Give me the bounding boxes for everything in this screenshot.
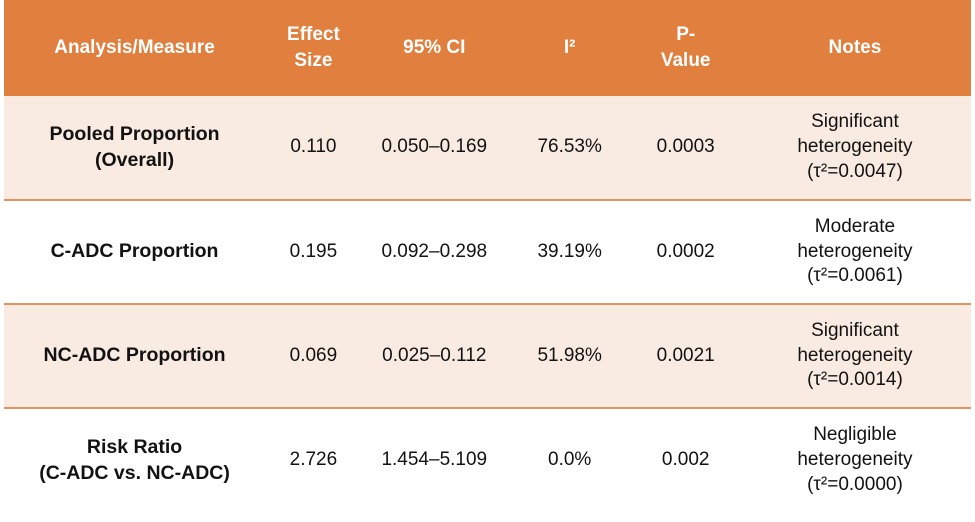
measure-cell: NC-ADC Proportion [4,303,266,408]
table-row-nc-adc-proportion: NC-ADC Proportion 0.069 0.025–0.112 51.9… [4,303,971,408]
i-squared-cell: 76.53% [537,136,602,158]
p-value-cell: 0.0002 [632,199,739,304]
ci-cell: 0.092–0.298 [361,199,507,304]
effect-size-cell: 2.726 [265,407,362,512]
ci-cell: 0.025–0.112 [361,303,507,408]
effect-size-cell: 0.110 [290,136,337,158]
notes-cell: Significant heterogeneity (τ²=0.0014) [738,303,971,408]
i-squared-cell: 39.19% [506,199,633,304]
effect-size-cell: 0.069 [265,303,362,408]
measure-cell: Pooled Proportion (Overall) [49,123,220,171]
column-header-i-squared: I² [506,0,633,96]
meta-analysis-results-table: Analysis/Measure Effect Size 95% CI I² P… [4,0,971,512]
p-value-cell: 0.002 [632,407,739,512]
table-body: Pooled Proportion (Overall) 0.110 0.050–… [4,96,971,512]
notes-cell: Negligible heterogeneity (τ²=0.0000) [738,407,971,512]
measure-cell: Risk Ratio (C-ADC vs. NC-ADC) [4,407,266,512]
ci-cell: 0.050–0.169 [381,136,488,158]
notes-cell: Moderate heterogeneity (τ²=0.0061) [738,199,971,304]
table-row-c-adc-proportion: C-ADC Proportion 0.195 0.092–0.298 39.19… [4,199,971,304]
ci-cell: 1.454–5.109 [361,407,507,512]
column-header-effect-size: Effect Size [265,0,362,96]
i-squared-cell: 51.98% [506,303,633,408]
table-header: Analysis/Measure Effect Size 95% CI I² P… [4,0,971,96]
notes-cell: Significant heterogeneity (τ²=0.0047) [797,111,913,182]
p-value-cell: 0.0021 [632,303,739,408]
i-squared-cell: 0.0% [506,407,633,512]
table-row-risk-ratio: Risk Ratio (C-ADC vs. NC-ADC) 2.726 1.45… [4,407,971,512]
measure-cell: C-ADC Proportion [4,199,266,304]
column-header-notes: Notes [738,0,971,96]
column-header-p-value: P- Value [632,0,739,96]
effect-size-cell: 0.195 [265,199,362,304]
p-value-cell: 0.0003 [656,136,715,158]
header-row: Analysis/Measure Effect Size 95% CI I² P… [4,0,971,96]
table-row-pooled-proportion: Pooled Proportion (Overall) 0.110 0.050–… [4,96,971,200]
column-header-95-ci: 95% CI [361,0,507,96]
column-header-analysis-measure: Analysis/Measure [4,0,266,96]
